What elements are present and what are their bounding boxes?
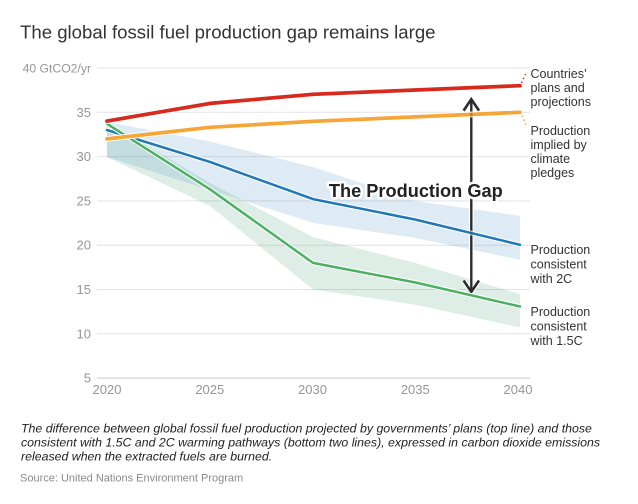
svg-text:2030: 2030 xyxy=(298,382,327,397)
svg-text:The Production Gap: The Production Gap xyxy=(329,181,503,201)
svg-text:2040: 2040 xyxy=(504,382,533,397)
svg-text:5: 5 xyxy=(84,371,91,386)
svg-text:The difference between global: The difference between global fossil fue… xyxy=(21,422,592,436)
svg-text:40 GtCO2/yr: 40 GtCO2/yr xyxy=(23,62,91,76)
svg-text:2020: 2020 xyxy=(93,382,122,397)
svg-text:consistent with 1.5C and 2C wa: consistent with 1.5C and 2C warming path… xyxy=(21,436,600,450)
svg-text:30: 30 xyxy=(77,149,91,164)
svg-text:35: 35 xyxy=(77,105,91,120)
svg-text:Source: United Nations Environ: Source: United Nations Environment Progr… xyxy=(20,473,243,485)
svg-text:The global fossil fuel product: The global fossil fuel production gap re… xyxy=(20,22,436,43)
svg-text:2035: 2035 xyxy=(401,382,430,397)
svg-text:2025: 2025 xyxy=(195,382,224,397)
svg-text:20: 20 xyxy=(77,238,91,253)
svg-text:15: 15 xyxy=(77,282,91,297)
svg-text:25: 25 xyxy=(77,193,91,208)
svg-text:released when the extracted fu: released when the extracted fuels are bu… xyxy=(21,450,272,464)
svg-text:10: 10 xyxy=(77,326,91,341)
svg-text:The Production Gap: The Production Gap xyxy=(329,181,503,201)
